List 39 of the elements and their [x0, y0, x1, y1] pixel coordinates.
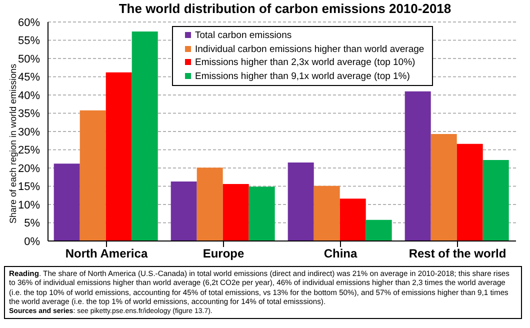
- y-tick-label: 20%: [18, 162, 40, 175]
- bar: [366, 220, 392, 241]
- legend-label: Emissions higher than 9,1x world average (top 1%): [195, 70, 410, 82]
- y-tick-label: 55%: [18, 35, 40, 48]
- bar: [54, 164, 80, 241]
- y-tick-label: 0%: [24, 236, 40, 248]
- chart-title: The world distribution of carbon emissions 2010-2018: [118, 1, 452, 17]
- bar: [106, 72, 132, 241]
- bar: [196, 168, 223, 241]
- bar: [456, 144, 483, 241]
- legend-label: Total carbon emissions: [195, 30, 292, 41]
- y-tick-label: 5%: [24, 218, 40, 230]
- bar: [80, 110, 106, 241]
- bar: [340, 198, 366, 241]
- y-tick-label: 10%: [18, 199, 40, 212]
- y-tick-label: 45%: [18, 72, 40, 84]
- bar: [222, 184, 249, 241]
- y-tick-label: 60%: [18, 16, 40, 29]
- y-tick-label: 30%: [18, 126, 40, 138]
- bar: [430, 134, 457, 241]
- x-tick-label: Rest of the world: [408, 246, 506, 261]
- x-tick-label: Europe: [202, 246, 244, 261]
- y-tick-label: 25%: [18, 144, 40, 157]
- y-tick-label: 35%: [18, 108, 40, 120]
- y-tick-label: 15%: [18, 181, 40, 194]
- bar: [132, 31, 158, 241]
- y-tick-label: 40%: [18, 90, 40, 102]
- y-tick-label: 50%: [18, 53, 40, 66]
- x-tick-label: North America: [65, 246, 148, 261]
- legend-label: Emissions higher than 2,3x world average (top 10%): [195, 57, 416, 68]
- bar: [288, 162, 314, 241]
- bar: [248, 186, 275, 241]
- bar: [482, 160, 509, 241]
- bar: [404, 91, 431, 241]
- y-axis-title: Share of each region in world emissions: [8, 63, 18, 224]
- bar: [170, 182, 197, 241]
- bar: [314, 186, 340, 241]
- legend-label: Individual carbon emissions higher than world average: [195, 44, 424, 54]
- x-tick-label: China: [324, 246, 358, 261]
